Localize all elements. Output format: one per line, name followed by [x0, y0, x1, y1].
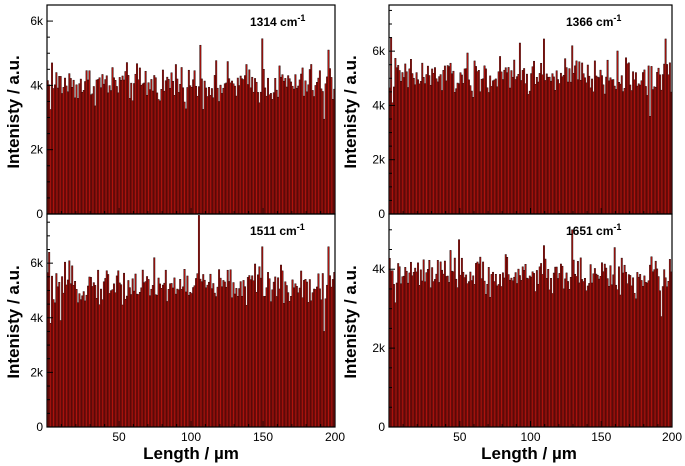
panel-label: 1651 cm-1 [566, 222, 621, 238]
y-axis-title-bottom-right: Intenisty / a.u. [341, 265, 360, 378]
y-tick-label: 4k [30, 311, 44, 325]
x-tick-label: 150 [591, 430, 611, 444]
x-tick-label: 200 [325, 430, 345, 444]
bar-series [46, 38, 336, 215]
y-tick-label: 4k [372, 98, 386, 112]
y-tick-label: 2k [372, 153, 386, 167]
panel-1366: 0 2k 4k 6k 1366 cm-1 [372, 4, 673, 221]
panel-1651: 0 2k 4k 50 100 150 200 1651 cm-1 [372, 213, 682, 444]
panel-label: 1511 cm-1 [250, 222, 305, 238]
y-tick-label: 6k [30, 256, 44, 270]
y-tick-label: 4k [30, 78, 44, 92]
y-tick-label: 6k [372, 44, 386, 58]
y-tick-label: 0 [36, 207, 43, 221]
y-tick-label: 2k [30, 365, 44, 379]
y-axis-title-top-right: Intenisty / a.u. [341, 55, 360, 168]
y-tick-label: 4k [372, 262, 386, 276]
x-tick-label: 150 [253, 430, 273, 444]
panel-1314: 0 2k 4k 6k 1314 cm-1 [30, 4, 336, 221]
y-axis-title-bottom-left: Intenisty / a.u. [4, 265, 23, 378]
x-tick-label: 100 [520, 430, 540, 444]
y-tick-label: 2k [30, 143, 44, 157]
bar-series [46, 215, 336, 428]
y-tick-label: 0 [378, 420, 385, 434]
y-tick-label: 6k [30, 14, 44, 28]
bar-series [388, 37, 673, 215]
y-tick-label: 2k [372, 341, 386, 355]
x-tick-label: 200 [662, 430, 682, 444]
panel-label: 1314 cm-1 [250, 13, 305, 29]
y-axis-title-top-left: Intenisty / a.u. [4, 55, 23, 168]
x-tick-label: 50 [112, 430, 126, 444]
x-axis-title-left: Length / µm [143, 444, 239, 463]
bar-series [388, 229, 673, 428]
x-tick-label: 100 [181, 430, 201, 444]
y-tick-label: 0 [378, 207, 385, 221]
panel-label: 1366 cm-1 [566, 13, 621, 29]
x-axis-title-right: Length / µm [481, 444, 577, 463]
y-tick-label: 0 [36, 420, 43, 434]
x-tick-label: 50 [453, 430, 467, 444]
panel-1511: 0 2k 4k 6k 50 100 150 200 1511 cm-1 [30, 213, 345, 444]
